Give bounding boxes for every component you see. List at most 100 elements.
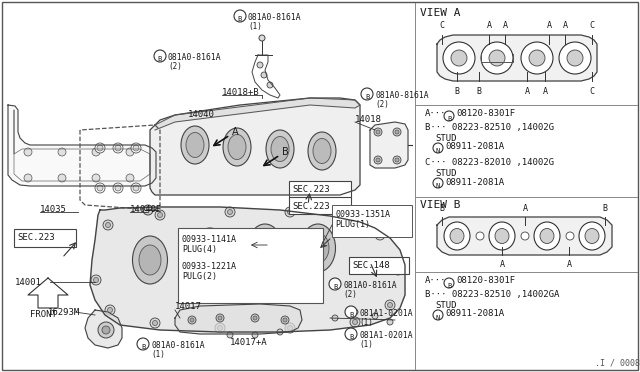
Text: B: B [238,16,242,22]
Text: 081A0-8161A: 081A0-8161A [168,53,221,62]
Ellipse shape [266,130,294,168]
Text: STUD: STUD [435,169,456,178]
Circle shape [188,316,196,324]
Circle shape [126,174,134,182]
Circle shape [113,183,123,193]
Text: 14035: 14035 [40,205,67,214]
Circle shape [285,207,295,217]
Ellipse shape [444,222,470,250]
Text: A: A [566,260,572,269]
Circle shape [352,309,358,315]
Text: SEC.223: SEC.223 [292,202,330,211]
Circle shape [190,318,194,322]
Circle shape [133,185,139,191]
Circle shape [113,143,123,153]
Text: (2): (2) [375,100,389,109]
Ellipse shape [186,132,204,157]
Circle shape [106,222,111,228]
Text: (2): (2) [168,62,182,71]
Text: 14017: 14017 [175,302,202,311]
Text: SEC.223: SEC.223 [17,233,54,242]
Ellipse shape [223,128,251,166]
Circle shape [387,319,393,325]
Ellipse shape [132,236,168,284]
Circle shape [521,42,553,74]
Text: B··· 08223-82510 ,14002G: B··· 08223-82510 ,14002G [425,123,554,132]
Circle shape [154,50,166,62]
Text: 08911-2081A: 08911-2081A [445,309,504,318]
Text: 081A0-8161A: 081A0-8161A [375,91,429,100]
Text: C: C [440,21,445,30]
Circle shape [157,212,163,218]
Text: (1): (1) [359,340,373,349]
Circle shape [361,88,373,100]
Circle shape [261,72,267,78]
Text: 081A0-8161A: 081A0-8161A [151,341,205,350]
Ellipse shape [228,135,246,160]
FancyBboxPatch shape [14,229,76,247]
Circle shape [345,328,357,340]
Circle shape [227,332,233,338]
Circle shape [444,278,454,288]
Text: 08120-8301F: 08120-8301F [456,276,515,285]
Polygon shape [175,304,302,334]
Circle shape [137,338,149,350]
Text: (2): (2) [343,290,357,299]
Circle shape [251,314,259,322]
Ellipse shape [199,237,221,267]
Text: SEC.223: SEC.223 [292,185,330,194]
Circle shape [227,209,232,215]
Circle shape [103,220,113,230]
Circle shape [285,323,295,333]
Circle shape [95,183,105,193]
Ellipse shape [301,224,335,272]
Circle shape [374,156,382,164]
Text: A: A [522,204,527,213]
Circle shape [234,10,246,22]
FancyBboxPatch shape [349,257,409,274]
Circle shape [395,130,399,134]
Ellipse shape [308,132,336,170]
Ellipse shape [254,233,276,263]
Polygon shape [150,98,360,195]
Circle shape [376,130,380,134]
FancyBboxPatch shape [289,197,351,214]
Circle shape [281,316,289,324]
Circle shape [133,145,139,151]
Text: B: B [333,284,337,290]
Text: PULG(2): PULG(2) [182,272,217,281]
Polygon shape [90,207,405,332]
Circle shape [98,322,114,338]
Text: 081A0-8161A: 081A0-8161A [343,281,397,290]
Text: 14018: 14018 [355,115,382,124]
Ellipse shape [450,228,464,244]
Circle shape [143,205,153,215]
Circle shape [376,158,380,162]
Circle shape [481,42,513,74]
Circle shape [102,326,110,334]
Circle shape [559,42,591,74]
Circle shape [283,318,287,322]
Polygon shape [8,105,156,186]
Text: 14040: 14040 [188,110,215,119]
Circle shape [396,267,401,273]
Text: 16293M: 16293M [48,308,80,317]
Circle shape [433,143,443,153]
Text: B: B [602,204,607,213]
Text: 081A0-8161A: 081A0-8161A [248,13,301,22]
Text: A: A [525,87,529,96]
Text: 14018+B: 14018+B [222,88,260,97]
Text: A···: A··· [425,109,447,118]
Ellipse shape [585,228,599,244]
Circle shape [567,50,583,66]
Text: 081A1-0201A: 081A1-0201A [359,309,413,318]
Circle shape [374,128,382,136]
Circle shape [287,326,292,330]
Polygon shape [437,217,612,255]
Circle shape [433,178,443,188]
Text: 00933-1221A: 00933-1221A [182,262,237,271]
Text: 08120-8301F: 08120-8301F [456,109,515,118]
Circle shape [58,148,66,156]
Text: B: B [447,283,451,289]
Circle shape [337,215,342,221]
